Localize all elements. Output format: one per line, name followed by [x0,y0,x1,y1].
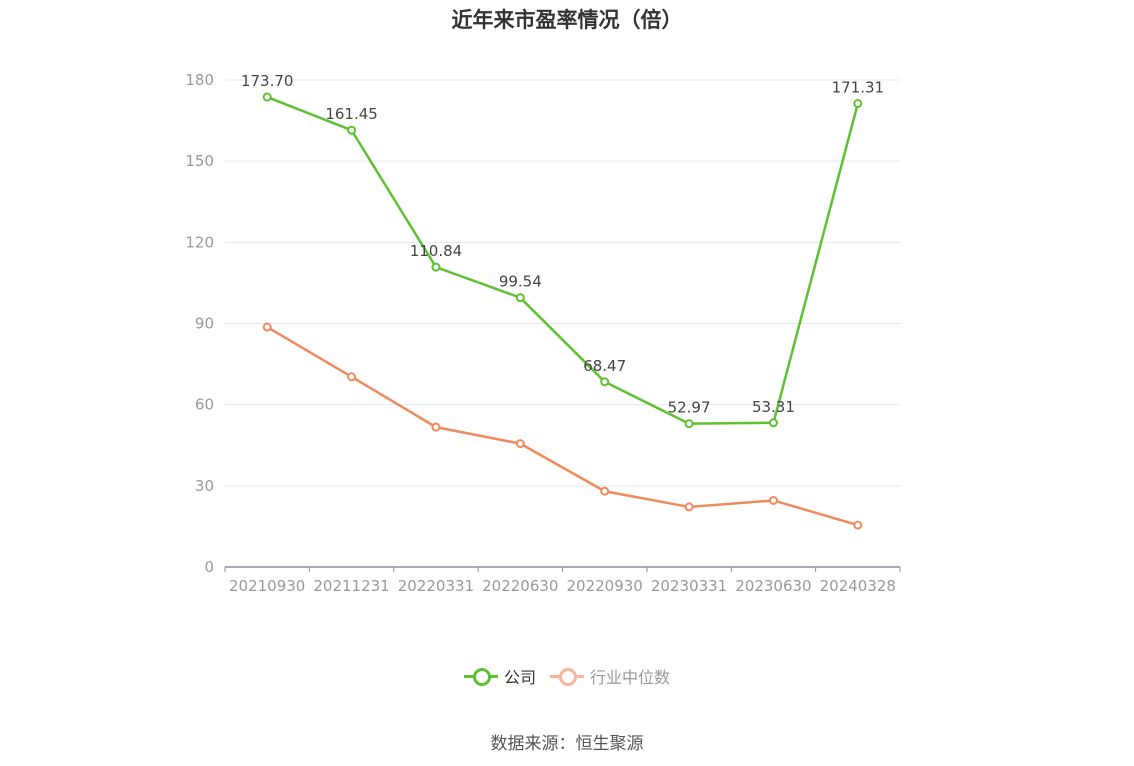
y-tick-label: 150 [185,152,214,170]
data-source-note: 数据来源：恒生聚源 [490,734,644,754]
data-label: 68.47 [583,357,626,375]
legend-label-industry-median: 行业中位数 [590,668,671,687]
data-label: 161.45 [325,105,378,123]
data-point-industry-median[interactable] [684,502,694,512]
x-tick-label: 20230630 [735,577,811,595]
data-label: 99.54 [499,273,542,291]
data-label: 52.97 [668,399,711,417]
data-point-company[interactable] [600,377,610,387]
y-tick-label: 30 [195,477,214,495]
data-point-industry-median[interactable] [347,372,357,382]
data-point-industry-median[interactable] [600,486,610,496]
data-label: 173.70 [241,72,294,90]
legend-item-company[interactable]: 公司 [463,664,536,688]
series-layer [262,92,863,530]
data-point-company[interactable] [431,262,441,272]
y-tick-label: 0 [204,558,214,576]
x-tick-label: 20220930 [567,577,643,595]
data-point-industry-median[interactable] [853,520,863,530]
data-point-company[interactable] [347,125,357,135]
y-tick-label: 60 [195,396,214,414]
chart-title: 近年来市盈率情况（倍） [451,8,683,32]
data-point-industry-median[interactable] [768,495,778,505]
x-tick-label: 20220630 [482,577,558,595]
data-point-company[interactable] [262,92,272,102]
x-tick-label: 20220331 [398,577,474,595]
data-point-company[interactable] [853,99,863,109]
legend-company-line-icon [463,665,498,687]
y-tick-label: 180 [185,71,214,89]
legend-industry-median-line-icon [550,665,584,687]
series-line-company [266,95,860,425]
x-axis: 20210930 20211231 20220331 20220630 20220930… [224,566,901,595]
legend: 公司 行业中位数 [0,664,1134,688]
grid-layer [225,79,900,487]
data-point-company[interactable] [768,418,778,428]
legend-item-industry-median[interactable]: 行业中位数 [550,664,670,688]
data-point-industry-median[interactable] [515,439,525,449]
y-axis: 0 30 60 90 120 150 180 [185,71,214,576]
x-tick-label: 20230331 [651,577,727,595]
y-tick-label: 90 [195,315,214,333]
x-tick-label: 20211231 [313,577,389,595]
data-label: 171.31 [832,79,885,97]
y-tick-label: 120 [185,233,214,251]
x-tick-label: 20210930 [229,577,305,595]
x-tick-label: 20240328 [820,577,896,595]
legend-label-company: 公司 [503,668,536,687]
data-point-industry-median[interactable] [431,422,441,432]
data-label-layer: 173.70 161.45 110.84 99.54 68.47 52.97 53.31 17… [241,72,884,417]
data-point-company[interactable] [515,293,525,303]
data-label: 53.31 [752,398,795,416]
data-point-company[interactable] [684,419,694,429]
line-chart: 0 30 60 90 120 150 180 20210930 20211231 2022033… [185,71,901,595]
data-label: 110.84 [410,242,463,260]
data-point-industry-median[interactable] [262,322,272,332]
series-line-industry-median [266,325,859,527]
